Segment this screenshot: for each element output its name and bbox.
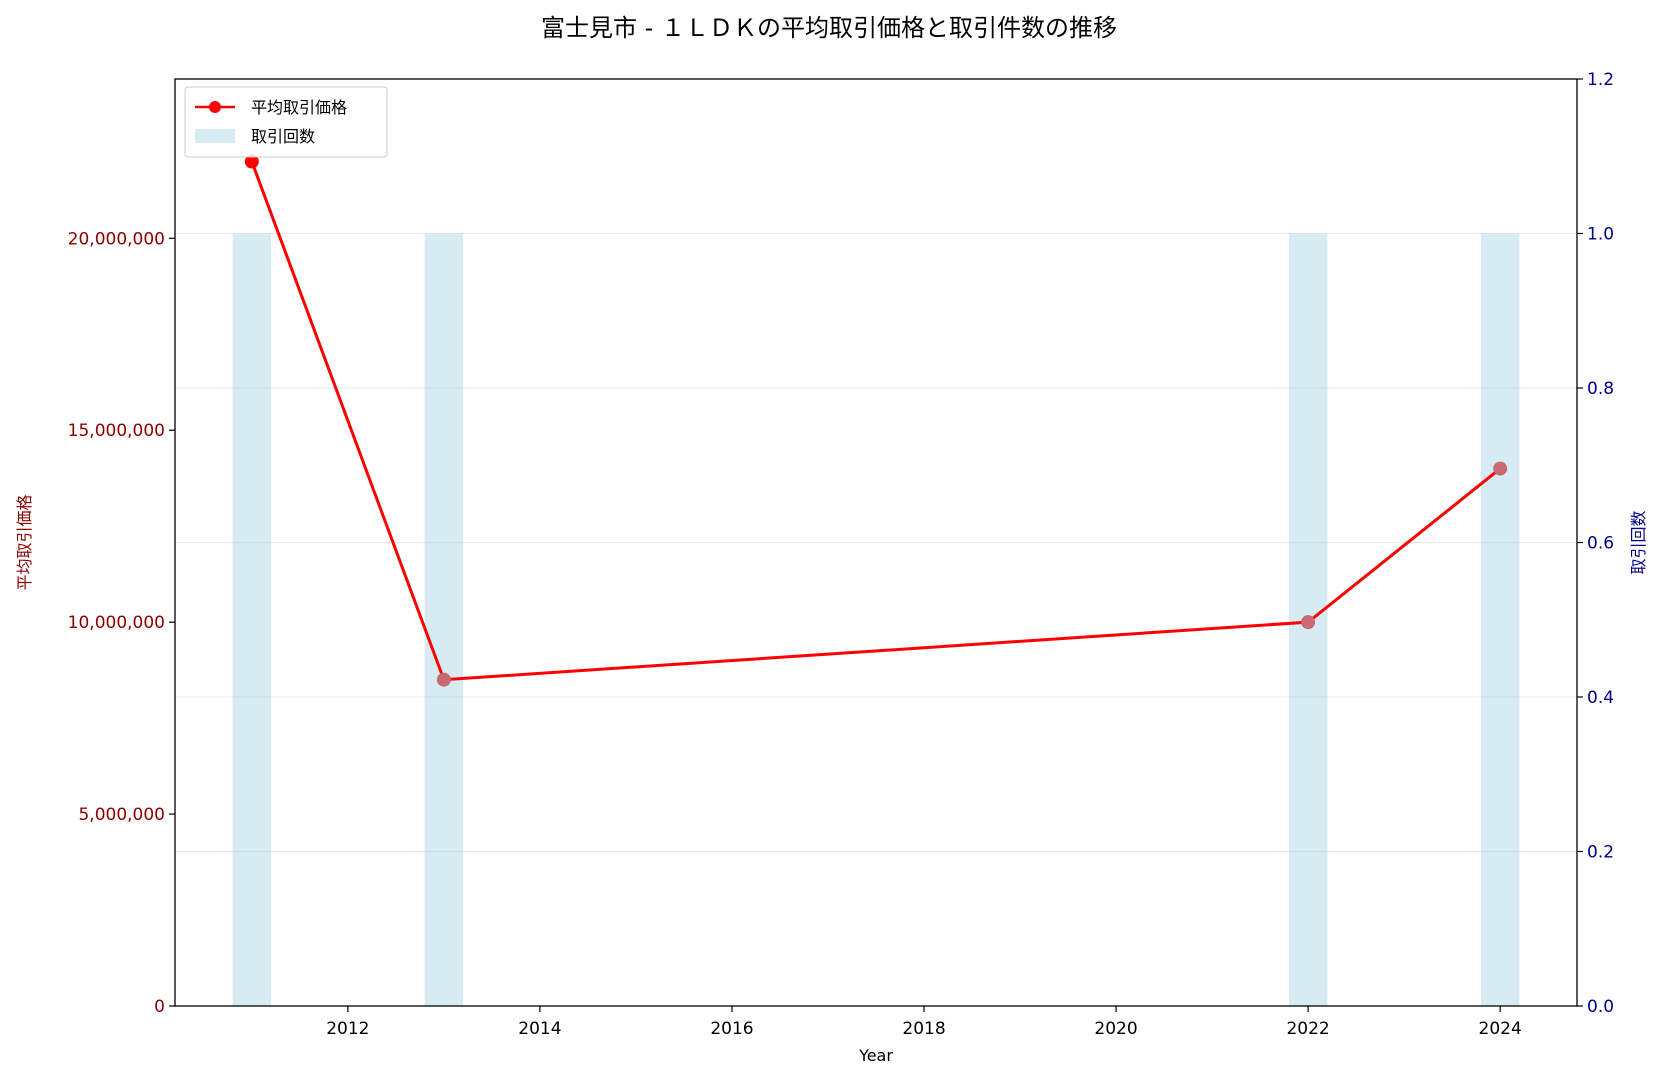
price-point-2011 bbox=[244, 154, 259, 169]
price-point-2024 bbox=[1493, 461, 1508, 476]
x-tick-label: 2022 bbox=[1286, 1019, 1329, 1039]
price-line bbox=[250, 161, 1502, 682]
y-right-tick-label: 0.0 bbox=[1587, 997, 1614, 1017]
y-right-tick-label: 0.4 bbox=[1587, 688, 1614, 708]
y-right-tick-label: 1.0 bbox=[1587, 225, 1614, 245]
y-left-tick-label: 0 bbox=[154, 997, 165, 1017]
y-right-tick-label: 1.2 bbox=[1587, 70, 1614, 90]
x-tick-label: 2012 bbox=[326, 1019, 369, 1039]
y-left-tick-label: 20,000,000 bbox=[68, 229, 165, 249]
price-point-2013 bbox=[436, 672, 451, 687]
line-layer bbox=[244, 154, 1508, 687]
chart-title: 富士見市 - １ＬＤＫの平均取引価格と取引件数の推移 bbox=[541, 14, 1117, 42]
legend-entry-count: 取引回数 bbox=[251, 127, 315, 146]
y-right-tick-label: 0.8 bbox=[1587, 379, 1614, 399]
legend: 平均取引価格 取引回数 bbox=[184, 86, 388, 158]
bar-count-2013 bbox=[424, 233, 464, 1006]
y-right-tick-label: 0.6 bbox=[1587, 534, 1614, 554]
legend-box bbox=[184, 86, 388, 158]
bar-count-2024 bbox=[1480, 233, 1520, 1006]
legend-entry-price: 平均取引価格 bbox=[251, 98, 347, 117]
y-left-tick-label: 10,000,000 bbox=[68, 613, 165, 633]
y-axis-right-label: 取引回数 bbox=[1629, 510, 1648, 574]
legend-bar-swatch bbox=[195, 129, 235, 143]
y-left-tick-label: 15,000,000 bbox=[68, 421, 165, 441]
x-tick-label: 2014 bbox=[518, 1019, 561, 1039]
legend-line-marker bbox=[209, 101, 221, 113]
x-tick-label: 2020 bbox=[1094, 1019, 1137, 1039]
x-tick-label: 2018 bbox=[902, 1019, 945, 1039]
x-axis-label: Year bbox=[858, 1046, 893, 1065]
price-point-2022 bbox=[1301, 615, 1316, 630]
y-right-tick-label: 0.2 bbox=[1587, 843, 1614, 863]
x-tick-label: 2024 bbox=[1479, 1019, 1522, 1039]
axis-layer: 2012 2014 2016 2018 2020 2022 2024 0 5,000,000 10… bbox=[68, 70, 1614, 1039]
y-left-tick-label: 5,000,000 bbox=[78, 805, 165, 825]
bar-count-2011 bbox=[232, 233, 272, 1006]
y-axis-left-label: 平均取引価格 bbox=[15, 494, 34, 590]
x-tick-label: 2016 bbox=[710, 1019, 753, 1039]
